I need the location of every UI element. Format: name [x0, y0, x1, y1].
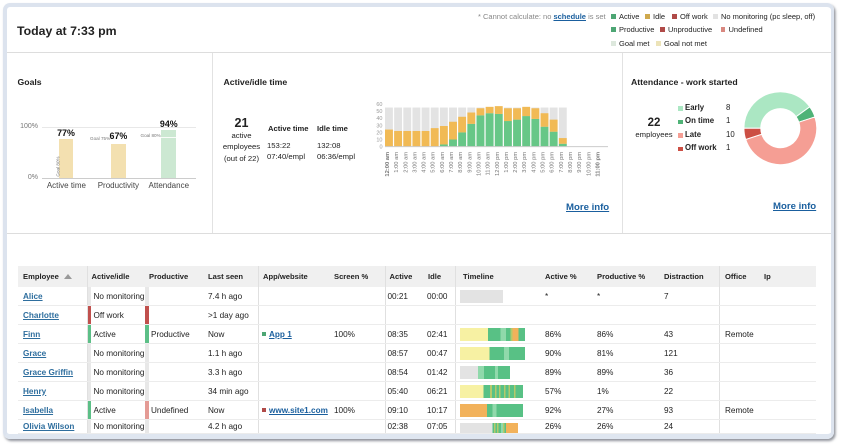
svg-text:5:00 am: 5:00 am: [431, 152, 437, 173]
svg-text:11:00 am: 11:00 am: [486, 152, 492, 176]
svg-text:4:00 pm: 4:00 pm: [531, 152, 537, 173]
svg-text:6:00 pm: 6:00 pm: [550, 152, 556, 173]
svg-text:1:00 pm: 1:00 pm: [504, 152, 510, 173]
svg-text:7:00 am: 7:00 am: [449, 152, 455, 173]
svg-text:1:00 am: 1:00 am: [394, 152, 400, 173]
svg-text:10: 10: [376, 138, 382, 144]
svg-text:5:00 pm: 5:00 pm: [541, 152, 547, 173]
svg-text:9:00 pm: 9:00 pm: [577, 152, 583, 173]
svg-text:50: 50: [376, 109, 382, 115]
svg-text:12:00 pm: 12:00 pm: [495, 152, 501, 176]
svg-text:40: 40: [376, 116, 382, 122]
svg-text:30: 30: [376, 123, 382, 129]
svg-text:2:00 pm: 2:00 pm: [513, 152, 519, 173]
svg-text:7:00 pm: 7:00 pm: [559, 152, 565, 173]
svg-text:0: 0: [379, 145, 382, 151]
svg-text:6:00 am: 6:00 am: [440, 152, 446, 173]
svg-text:2:00 am: 2:00 am: [403, 152, 409, 173]
svg-text:3:00 pm: 3:00 pm: [522, 152, 528, 173]
svg-text:9:00 am: 9:00 am: [467, 152, 473, 173]
svg-text:8:00 am: 8:00 am: [458, 152, 464, 173]
svg-text:4:00 am: 4:00 am: [422, 152, 428, 173]
svg-text:20: 20: [376, 130, 382, 136]
svg-text:8:00 pm: 8:00 pm: [568, 152, 574, 173]
svg-text:12:00 am: 12:00 am: [385, 152, 391, 177]
svg-text:11:00 pm: 11:00 pm: [595, 152, 601, 177]
svg-text:3:00 am: 3:00 am: [412, 152, 418, 173]
svg-text:10:00 pm: 10:00 pm: [586, 152, 592, 176]
svg-text:10:00 am: 10:00 am: [476, 152, 482, 176]
svg-text:60: 60: [376, 102, 382, 108]
